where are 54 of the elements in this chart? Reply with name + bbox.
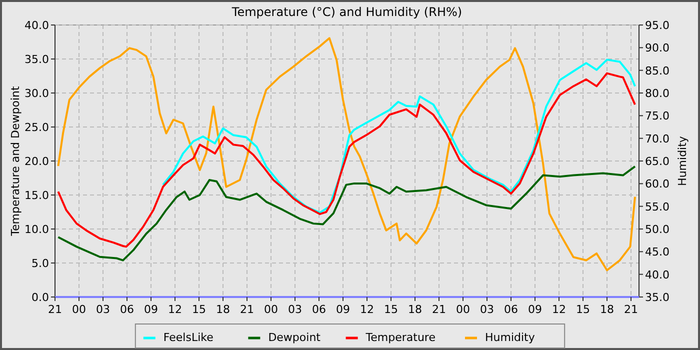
x-tick-label: 00 (264, 303, 278, 316)
y-tick-label: 10.0 (24, 223, 49, 236)
legend-label: Humidity (485, 331, 536, 344)
y2-tick-label: 70.0 (645, 132, 670, 146)
y2-tick-label: 35.0 (645, 291, 670, 304)
x-tick-label: 00 (72, 303, 86, 316)
x-tick-label: 03 (288, 303, 302, 316)
x-tick-label: 06 (504, 303, 518, 316)
y-tick-label: 35.0 (24, 53, 49, 66)
y-tick-label: 5.0 (32, 257, 49, 270)
x-tick-label: 00 (456, 303, 470, 316)
y2-tick-label: 65.0 (645, 155, 670, 168)
y2-tick-label: 45.0 (645, 246, 670, 259)
y-tick-label: 15.0 (24, 189, 49, 202)
y-tick-label: 0.0 (32, 291, 49, 304)
y2-tick-label: 50.0 (645, 223, 670, 236)
y2-tick-label: 80.0 (645, 87, 670, 100)
x-tick-label: 21 (48, 303, 62, 316)
y2-tick-label: 55.0 (645, 200, 670, 214)
y-tick-label: 25.0 (24, 121, 49, 134)
x-tick-label: 12 (552, 303, 566, 316)
legend-label: FeelsLike (163, 331, 214, 344)
y2-tick-label: 95.0 (645, 19, 670, 32)
y2-tick-label: 75.0 (645, 110, 670, 123)
x-tick-label: 21 (432, 303, 446, 316)
x-tick-label: 09 (528, 303, 542, 316)
x-tick-label: 18 (408, 303, 422, 316)
legend-label: Dewpoint (268, 331, 322, 344)
x-tick-label: 15 (192, 303, 206, 316)
x-tick-label: 18 (600, 303, 614, 316)
y2-axis-title: Humidity (676, 136, 689, 186)
x-tick-label: 15 (576, 303, 590, 316)
legend-label: Temperature (364, 331, 436, 344)
x-tick-label: 09 (144, 303, 158, 316)
y-axis-title: Temperature and Dewpoint (9, 85, 22, 237)
x-tick-label: 06 (120, 303, 134, 316)
y-tick-label: 40.0 (24, 19, 49, 32)
y2-tick-label: 40.0 (645, 268, 670, 282)
y-tick-label: 30.0 (24, 87, 49, 100)
y2-tick-label: 90.0 (645, 42, 670, 55)
x-tick-label: 21 (624, 303, 638, 316)
chart-title: Temperature (°C) and Humidity (RH%) (230, 5, 462, 19)
x-tick-label: 12 (168, 303, 182, 316)
x-tick-label: 12 (360, 303, 374, 316)
y2-tick-label: 85.0 (645, 64, 670, 78)
x-tick-label: 09 (336, 303, 350, 316)
x-tick-label: 03 (480, 303, 494, 316)
y2-tick-label: 60.0 (645, 178, 670, 191)
x-tick-label: 03 (96, 303, 110, 316)
x-tick-label: 15 (384, 303, 398, 316)
x-tick-label: 06 (312, 303, 326, 316)
x-tick-label: 21 (240, 303, 254, 316)
y-tick-label: 20.0 (24, 155, 49, 168)
x-tick-label: 18 (216, 303, 230, 316)
